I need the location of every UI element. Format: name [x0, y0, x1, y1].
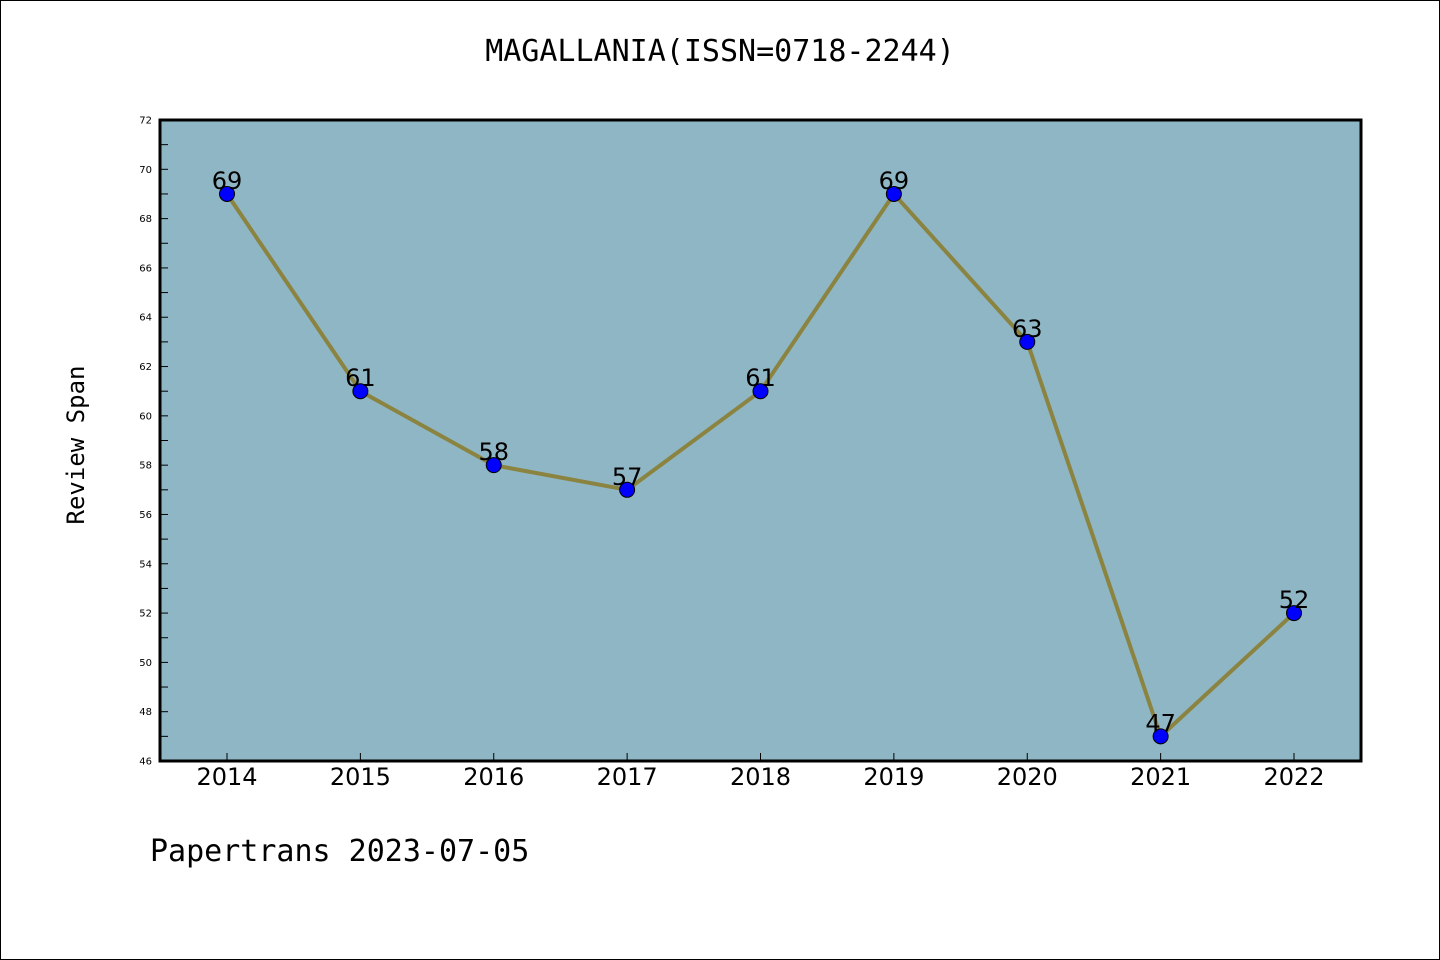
x-tick-label: 2017	[597, 763, 658, 791]
x-tick-label: 2015	[330, 763, 391, 791]
footer-credit: Papertrans 2023-07-05	[150, 834, 530, 869]
data-label: 61	[745, 364, 776, 392]
data-point	[352, 383, 369, 400]
data-label: 47	[1145, 709, 1176, 737]
y-tick-label: 48	[139, 707, 152, 718]
y-tick-label: 62	[139, 362, 152, 373]
plot-border	[158, 118, 1363, 763]
y-tick-label: 58	[139, 461, 152, 472]
y-tick-label: 66	[139, 263, 152, 274]
data-label: 52	[1279, 586, 1310, 614]
y-tick-label: 68	[139, 214, 152, 225]
y-tick-label: 46	[139, 757, 152, 768]
y-tick-label: 70	[139, 165, 152, 176]
x-tick-label: 2022	[1263, 763, 1324, 791]
series-group: 69 61 58 57 61 69 63 47 52	[212, 167, 1310, 745]
x-tick-label: 2021	[1130, 763, 1191, 791]
y-tick-label: 56	[139, 510, 152, 521]
data-label: 61	[345, 364, 376, 392]
data-point	[1152, 728, 1169, 745]
y-tick-label: 54	[139, 559, 152, 570]
plot-area	[160, 120, 1361, 761]
chart-title: MAGALLANIA(ISSN=0718-2244)	[485, 34, 955, 69]
y-tick-label: 72	[139, 116, 152, 127]
data-label: 69	[212, 167, 243, 195]
y-tick-label: 52	[139, 609, 152, 620]
y-tick-label: 50	[139, 658, 152, 669]
x-axis-ticks: 2014 2015 2016 2017 2018 2019 2020 2021 2022	[196, 753, 1325, 791]
data-point	[485, 457, 502, 474]
data-label: 69	[879, 167, 910, 195]
data-label: 57	[612, 463, 643, 491]
x-tick-label: 2019	[863, 763, 924, 791]
data-point	[219, 185, 235, 202]
data-label: 58	[478, 438, 509, 466]
x-tick-label: 2014	[196, 763, 257, 791]
y-tick-label: 60	[139, 411, 152, 422]
x-tick-label: 2018	[730, 763, 791, 791]
x-tick-label: 2016	[463, 763, 524, 791]
x-tick-label: 2020	[997, 763, 1058, 791]
data-point	[1286, 605, 1302, 622]
y-tick-label: 64	[139, 313, 152, 324]
y-axis-ticks: 46 48 50 52 54 56 58 60 62 64 66 68 70 72	[139, 116, 168, 768]
data-point	[885, 185, 902, 202]
data-point	[752, 383, 769, 400]
data-point	[1019, 333, 1036, 350]
data-label: 63	[1012, 315, 1043, 343]
data-point	[619, 481, 636, 498]
